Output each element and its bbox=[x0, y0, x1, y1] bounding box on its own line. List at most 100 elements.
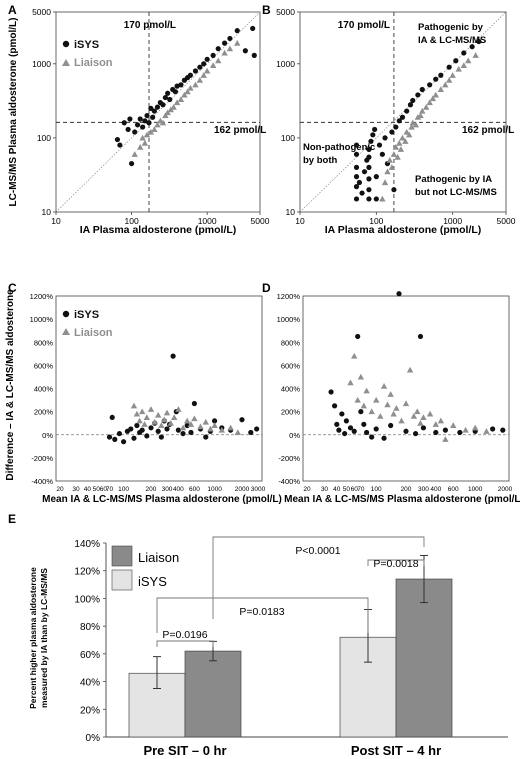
legend-marker-liaison-a bbox=[62, 59, 70, 66]
data-point-isys bbox=[120, 439, 127, 445]
y-tick-label: 0% bbox=[86, 733, 101, 744]
data-point-isys bbox=[403, 428, 409, 434]
axis-ticks-c: -400% -200% 0% 200% 400% 600% 800% 1000% 1200% 20… bbox=[30, 292, 266, 493]
data-point-liaison bbox=[175, 406, 182, 412]
data-point-liaison bbox=[442, 436, 449, 442]
data-point-isys bbox=[355, 333, 361, 340]
data-point-liaison bbox=[141, 421, 148, 427]
data-point-liaison bbox=[171, 414, 178, 420]
data-point-liaison bbox=[397, 146, 405, 152]
axis-ticks-b: 10 100 1000 5000 10 100 1000 5000 bbox=[276, 7, 516, 226]
y-tick-label: 10 bbox=[42, 207, 52, 217]
data-point-liaison bbox=[183, 417, 191, 424]
data-point-liaison bbox=[203, 67, 211, 74]
threshold-y-label-b: 162 pmol/L bbox=[462, 125, 514, 136]
data-point-isys bbox=[112, 436, 118, 442]
legend-a: iSYS Liaison bbox=[62, 39, 113, 69]
data-point-isys bbox=[192, 68, 199, 74]
data-point-isys bbox=[114, 136, 121, 143]
data-point-isys bbox=[210, 52, 216, 58]
data-point-liaison bbox=[420, 414, 427, 420]
data-point-liaison bbox=[130, 402, 138, 409]
data-point-isys bbox=[227, 35, 233, 42]
annotation-pathogenic-ia-only: Pathogenic by IA but not LC-MS/MS bbox=[415, 174, 497, 198]
data-point-isys bbox=[109, 414, 115, 421]
data-point-liaison bbox=[406, 366, 414, 373]
data-point-isys bbox=[442, 427, 448, 433]
data-point-isys bbox=[339, 411, 345, 417]
data-point-isys bbox=[250, 25, 256, 32]
data-point-liaison bbox=[179, 424, 187, 431]
x-tick-label: 1000 bbox=[198, 216, 217, 226]
data-point-liaison bbox=[354, 396, 361, 403]
data-point-liaison bbox=[384, 401, 391, 408]
data-point-isys bbox=[366, 176, 372, 182]
data-point-isys bbox=[415, 92, 421, 98]
legend-label-liaison-e: Liaison bbox=[138, 550, 179, 565]
y-tick-label: -200% bbox=[31, 454, 53, 463]
data-point-liaison bbox=[426, 99, 433, 106]
data-point-liaison bbox=[409, 119, 416, 126]
bar-liaison bbox=[395, 578, 453, 738]
panel-b: 170 pmol/L 162 pmol/L Pathogenic by IA & … bbox=[276, 7, 516, 236]
x-tick-label: 600 bbox=[448, 486, 459, 493]
data-point-liaison bbox=[445, 77, 453, 83]
x-tick-label: 300 bbox=[418, 486, 429, 493]
data-point-liaison bbox=[143, 131, 151, 138]
y-tick-label: 1000% bbox=[277, 315, 301, 324]
panel-a: 170 pmol/L 162 pmol/L 10 100 1000 5000 10 100… bbox=[8, 7, 270, 236]
y-tick-label: 60% bbox=[80, 650, 100, 661]
legend-swatch-liaison-e bbox=[111, 545, 133, 567]
data-point-isys bbox=[131, 435, 137, 441]
x-tick-label: 20 bbox=[303, 486, 311, 493]
data-point-isys bbox=[419, 86, 425, 93]
data-point-liaison bbox=[426, 410, 434, 417]
x-tick-label: 60 bbox=[100, 486, 108, 493]
bar-liaison bbox=[184, 650, 242, 738]
data-point-isys bbox=[127, 116, 133, 122]
legend-label-isys-e: iSYS bbox=[138, 574, 167, 589]
annotation-non-pathogenic: Non-pathogenic by both bbox=[303, 142, 375, 166]
axis-ticks-d: -400% -200% 0% 200% 400% 600% 800% 1000% 1200% 20… bbox=[277, 292, 513, 493]
data-point-isys bbox=[353, 164, 360, 170]
data-point-liaison bbox=[403, 128, 410, 135]
data-point-isys bbox=[370, 132, 376, 138]
panel-label-c: C bbox=[8, 281, 17, 295]
y-tick-label: 40% bbox=[80, 678, 100, 689]
legend-e: Liaison iSYS bbox=[111, 545, 179, 591]
y-tick-label: 400% bbox=[281, 385, 301, 394]
data-point-liaison bbox=[449, 72, 456, 78]
panel-label-a: A bbox=[8, 3, 17, 17]
data-point-liaison bbox=[211, 422, 218, 429]
data-point-liaison bbox=[471, 424, 479, 431]
data-point-isys bbox=[132, 129, 138, 135]
data-point-liaison bbox=[173, 99, 181, 106]
data-point-isys bbox=[393, 124, 399, 130]
data-point-isys bbox=[160, 102, 166, 108]
data-point-liaison bbox=[377, 413, 384, 419]
data-point-liaison bbox=[422, 103, 430, 110]
data-point-liaison bbox=[406, 131, 413, 138]
legend-swatch-isys-e bbox=[111, 569, 133, 591]
data-point-liaison bbox=[218, 426, 225, 433]
data-point-liaison bbox=[357, 373, 365, 380]
data-point-isys bbox=[366, 196, 372, 202]
data-point-isys bbox=[366, 154, 372, 160]
panel-e: 0% 20% 40% 60% 80% 100% 120% 140% P=0.0196 P=0.… bbox=[28, 536, 508, 758]
data-point-isys bbox=[125, 126, 131, 133]
y-tick-label: 5000 bbox=[276, 7, 295, 17]
data-point-liaison bbox=[227, 424, 234, 431]
data-point-isys bbox=[457, 429, 463, 436]
data-point-liaison bbox=[202, 418, 209, 425]
p-value-pre: P=0.0196 bbox=[162, 629, 207, 641]
data-point-isys bbox=[396, 291, 402, 297]
data-point-isys bbox=[146, 120, 152, 126]
x-tick-label: 30 bbox=[321, 486, 329, 493]
y-tick-label: 1200% bbox=[277, 292, 301, 301]
data-point-isys bbox=[361, 421, 367, 427]
data-point-isys bbox=[433, 429, 439, 436]
y-tick-label: 10 bbox=[286, 207, 296, 217]
data-point-isys bbox=[242, 48, 248, 54]
y-tick-label: 0% bbox=[289, 431, 300, 440]
